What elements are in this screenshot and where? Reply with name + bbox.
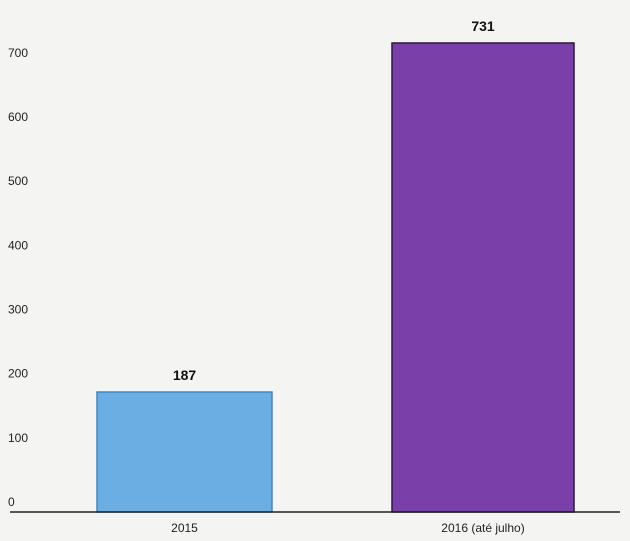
value-label-1: 187 bbox=[173, 367, 197, 383]
x-axis-labels: 2015 2016 (até julho) bbox=[171, 521, 525, 535]
bar-2 bbox=[391, 42, 575, 513]
y-axis-ticks: 0 100 200 300 400 500 600 700 bbox=[8, 46, 28, 509]
y-tick-label: 600 bbox=[8, 110, 28, 124]
y-tick-label: 300 bbox=[8, 303, 28, 317]
y-tick-label: 200 bbox=[8, 367, 28, 381]
y-tick-label: 500 bbox=[8, 174, 28, 188]
x-tick-label-2: 2016 (até julho) bbox=[441, 521, 524, 535]
x-tick-label-1: 2015 bbox=[171, 521, 198, 535]
y-tick-label: 700 bbox=[8, 46, 28, 60]
y-tick-label: 100 bbox=[8, 431, 28, 445]
y-tick-label: 0 bbox=[8, 495, 15, 509]
y-tick-label: 400 bbox=[8, 238, 28, 252]
bar-1 bbox=[96, 391, 273, 513]
bars bbox=[96, 42, 575, 513]
value-label-2: 731 bbox=[471, 18, 495, 34]
value-labels: 187 731 bbox=[173, 18, 495, 383]
